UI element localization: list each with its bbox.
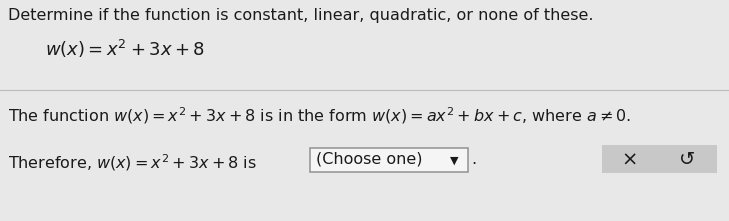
Text: Determine if the function is constant, linear, quadratic, or none of these.: Determine if the function is constant, l… [8, 8, 593, 23]
Text: ▼: ▼ [450, 156, 459, 166]
FancyBboxPatch shape [310, 148, 468, 172]
Text: ×: × [622, 151, 638, 170]
Text: (Choose one): (Choose one) [316, 152, 423, 167]
Text: ↺: ↺ [679, 151, 695, 170]
Text: $w\left(x\right)=x^{2}+3x+8$: $w\left(x\right)=x^{2}+3x+8$ [45, 38, 205, 60]
FancyBboxPatch shape [602, 145, 717, 173]
Text: .: . [471, 152, 476, 167]
Text: Therefore, $w\left(x\right)=x^{2}+3x+8$ is: Therefore, $w\left(x\right)=x^{2}+3x+8$ … [8, 152, 257, 173]
Text: The function $w\left(x\right)=x^{2}+3x+8$ is in the form $w\left(x\right)=ax^{2}: The function $w\left(x\right)=x^{2}+3x+8… [8, 105, 631, 126]
